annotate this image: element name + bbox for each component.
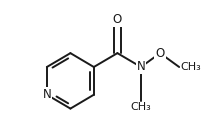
Text: N: N <box>42 88 51 101</box>
Text: CH₃: CH₃ <box>131 102 151 112</box>
Text: CH₃: CH₃ <box>181 62 202 72</box>
Text: O: O <box>156 47 165 60</box>
Text: N: N <box>137 60 145 74</box>
Text: O: O <box>113 13 122 26</box>
